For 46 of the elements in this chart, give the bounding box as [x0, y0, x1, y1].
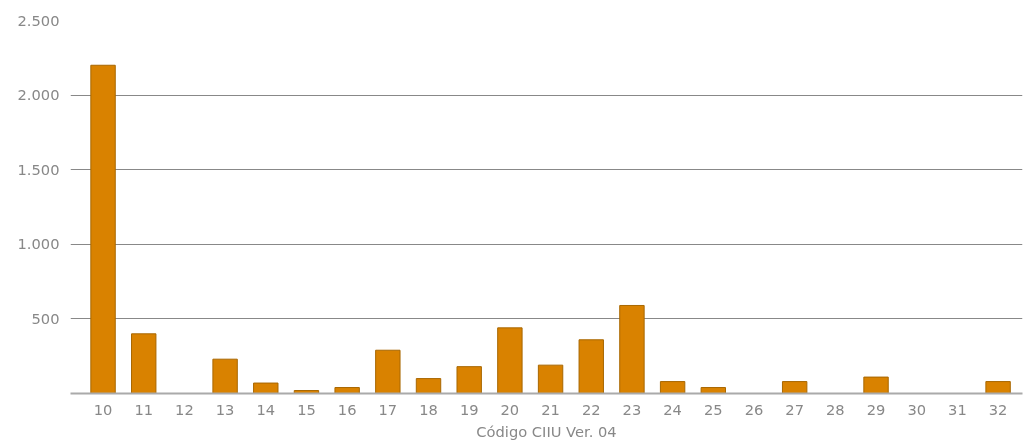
bar — [537, 364, 564, 394]
bar — [578, 339, 604, 394]
x-tick-label: 18 — [419, 400, 438, 418]
x-tick-label: 31 — [948, 400, 967, 418]
x-tick-label: 15 — [297, 400, 316, 418]
x-tick-label: 27 — [785, 400, 804, 418]
x-tick-label: 28 — [826, 400, 845, 418]
x-tick-label: 32 — [988, 400, 1008, 418]
x-tick-label: 17 — [378, 400, 398, 418]
bar — [781, 381, 808, 394]
bar — [253, 382, 279, 394]
x-tick-label: 24 — [663, 400, 682, 418]
x-tick-label: 26 — [744, 400, 764, 418]
bar — [415, 378, 442, 394]
x-tick-label: 10 — [93, 400, 113, 418]
bar — [497, 327, 523, 394]
bar — [863, 376, 889, 394]
y-tick-label: 500 — [31, 309, 60, 327]
x-tick-label: 25 — [703, 400, 723, 418]
x-tick-label: 16 — [337, 400, 357, 418]
y-tick-label: 1.500 — [17, 160, 60, 178]
x-tick-label: 30 — [907, 400, 927, 418]
bar — [456, 366, 482, 394]
x-tick-label: 20 — [500, 400, 520, 418]
y-tick-label: 2.000 — [17, 86, 60, 104]
bar — [619, 304, 645, 394]
x-tick-label: 23 — [622, 400, 642, 418]
y-tick-label: 1.000 — [17, 235, 60, 253]
bar — [131, 333, 157, 394]
bar — [985, 381, 1011, 394]
x-tick-label: 13 — [215, 400, 235, 418]
bar — [375, 349, 401, 394]
bar — [334, 387, 360, 394]
x-tick-label: 21 — [541, 400, 560, 418]
bar — [700, 387, 727, 394]
x-tick-label: 19 — [459, 400, 479, 418]
bar — [659, 381, 686, 394]
x-tick-label: 11 — [134, 400, 154, 418]
x-axis-title: Código CIIU Ver. 04 — [476, 422, 617, 440]
x-tick-label: 22 — [581, 400, 601, 418]
y-tick-label: 2.500 — [17, 11, 60, 29]
bar — [212, 358, 238, 394]
bar — [90, 64, 116, 394]
x-tick-label: 14 — [256, 400, 276, 418]
x-tick-label: 29 — [866, 400, 886, 418]
x-tick-label: 12 — [175, 400, 194, 418]
